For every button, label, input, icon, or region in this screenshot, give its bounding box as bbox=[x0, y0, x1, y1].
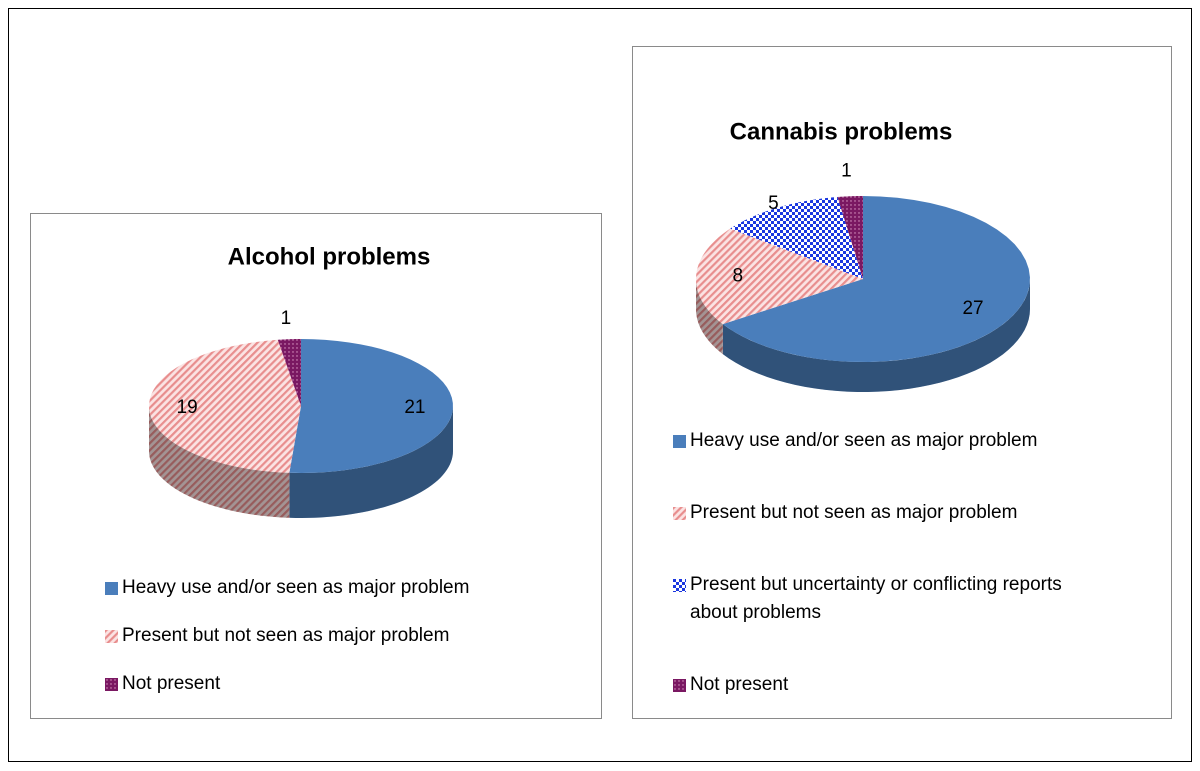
pie-slice bbox=[696, 228, 863, 325]
chart-title: Alcohol problems bbox=[228, 243, 431, 270]
legend-item: Not present bbox=[673, 671, 1100, 699]
data-label: 1 bbox=[281, 308, 292, 329]
pie-slice bbox=[722, 196, 1030, 362]
legend-item: Not present bbox=[105, 670, 469, 698]
legend-swatch-fill bbox=[105, 582, 118, 595]
legend-item: Present but uncertainty or conflicting r… bbox=[673, 571, 1100, 627]
data-label: 1 bbox=[841, 160, 852, 181]
chart-title: Cannabis problems bbox=[730, 118, 953, 145]
pie-side bbox=[289, 406, 453, 518]
pie-side-shade bbox=[149, 406, 290, 518]
legend-label: Not present bbox=[122, 673, 221, 694]
legend-label: Heavy use and/or seen as major problem bbox=[122, 577, 470, 598]
legend-label: Present but not seen as major problem bbox=[122, 625, 450, 646]
pie-slice bbox=[149, 339, 301, 473]
legend-label: Present but uncertainty or conflicting r… bbox=[690, 574, 1062, 623]
pie-side-shade bbox=[696, 279, 723, 355]
legend-swatch-fill bbox=[673, 435, 686, 448]
data-label: 27 bbox=[962, 298, 983, 319]
pie-slice bbox=[730, 196, 863, 279]
pie-side bbox=[149, 406, 290, 518]
legend-label: Not present bbox=[690, 674, 789, 695]
legend-swatch bbox=[105, 582, 118, 595]
legend: Heavy use and/or seen as major problem Pr… bbox=[673, 427, 1100, 699]
pie-slice bbox=[837, 196, 863, 279]
data-label: 5 bbox=[768, 193, 779, 214]
legend-swatch-fill bbox=[105, 678, 118, 691]
data-label: 21 bbox=[404, 397, 425, 418]
legend-swatch-fill bbox=[673, 507, 686, 520]
legend-swatch-fill bbox=[673, 679, 686, 692]
legend-swatch bbox=[105, 630, 118, 643]
pie-side bbox=[722, 279, 1030, 392]
chart-box: Cannabis problems 27 8 5 1 Heavy use and/or… bbox=[632, 46, 1172, 719]
legend-swatch-fill bbox=[673, 579, 686, 592]
legend-swatch-fill bbox=[105, 630, 118, 643]
frame bbox=[8, 8, 1192, 762]
chart: Alcohol problems 21 19 1 bbox=[149, 243, 453, 518]
chart: Cannabis problems 27 8 5 1 bbox=[696, 118, 1030, 392]
pie-slice bbox=[277, 339, 301, 406]
legend-swatch bbox=[105, 678, 118, 691]
legend-swatch bbox=[673, 679, 686, 692]
data-label: 8 bbox=[733, 266, 744, 287]
legend-item: Present but not seen as major problem bbox=[673, 499, 1100, 527]
legend-swatch bbox=[673, 507, 686, 520]
pie-slice bbox=[289, 339, 453, 473]
legend: Heavy use and/or seen as major problem Pr… bbox=[105, 574, 469, 698]
legend-item: Heavy use and/or seen as major problem bbox=[673, 427, 1100, 455]
data-label: 19 bbox=[177, 397, 198, 418]
legend-swatch bbox=[673, 579, 686, 592]
legend-label: Heavy use and/or seen as major problem bbox=[690, 430, 1038, 451]
legend-label: Present but not seen as major problem bbox=[690, 502, 1018, 523]
pie-side bbox=[696, 279, 723, 355]
chart-box: Alcohol problems 21 19 1 Heavy use and/or … bbox=[30, 213, 602, 719]
pie-side-shade bbox=[289, 406, 453, 518]
pie-side-shade bbox=[722, 279, 1030, 392]
legend-swatch bbox=[673, 435, 686, 448]
legend-item: Heavy use and/or seen as major problem bbox=[105, 574, 469, 602]
legend-item: Present but not seen as major problem bbox=[105, 622, 469, 650]
